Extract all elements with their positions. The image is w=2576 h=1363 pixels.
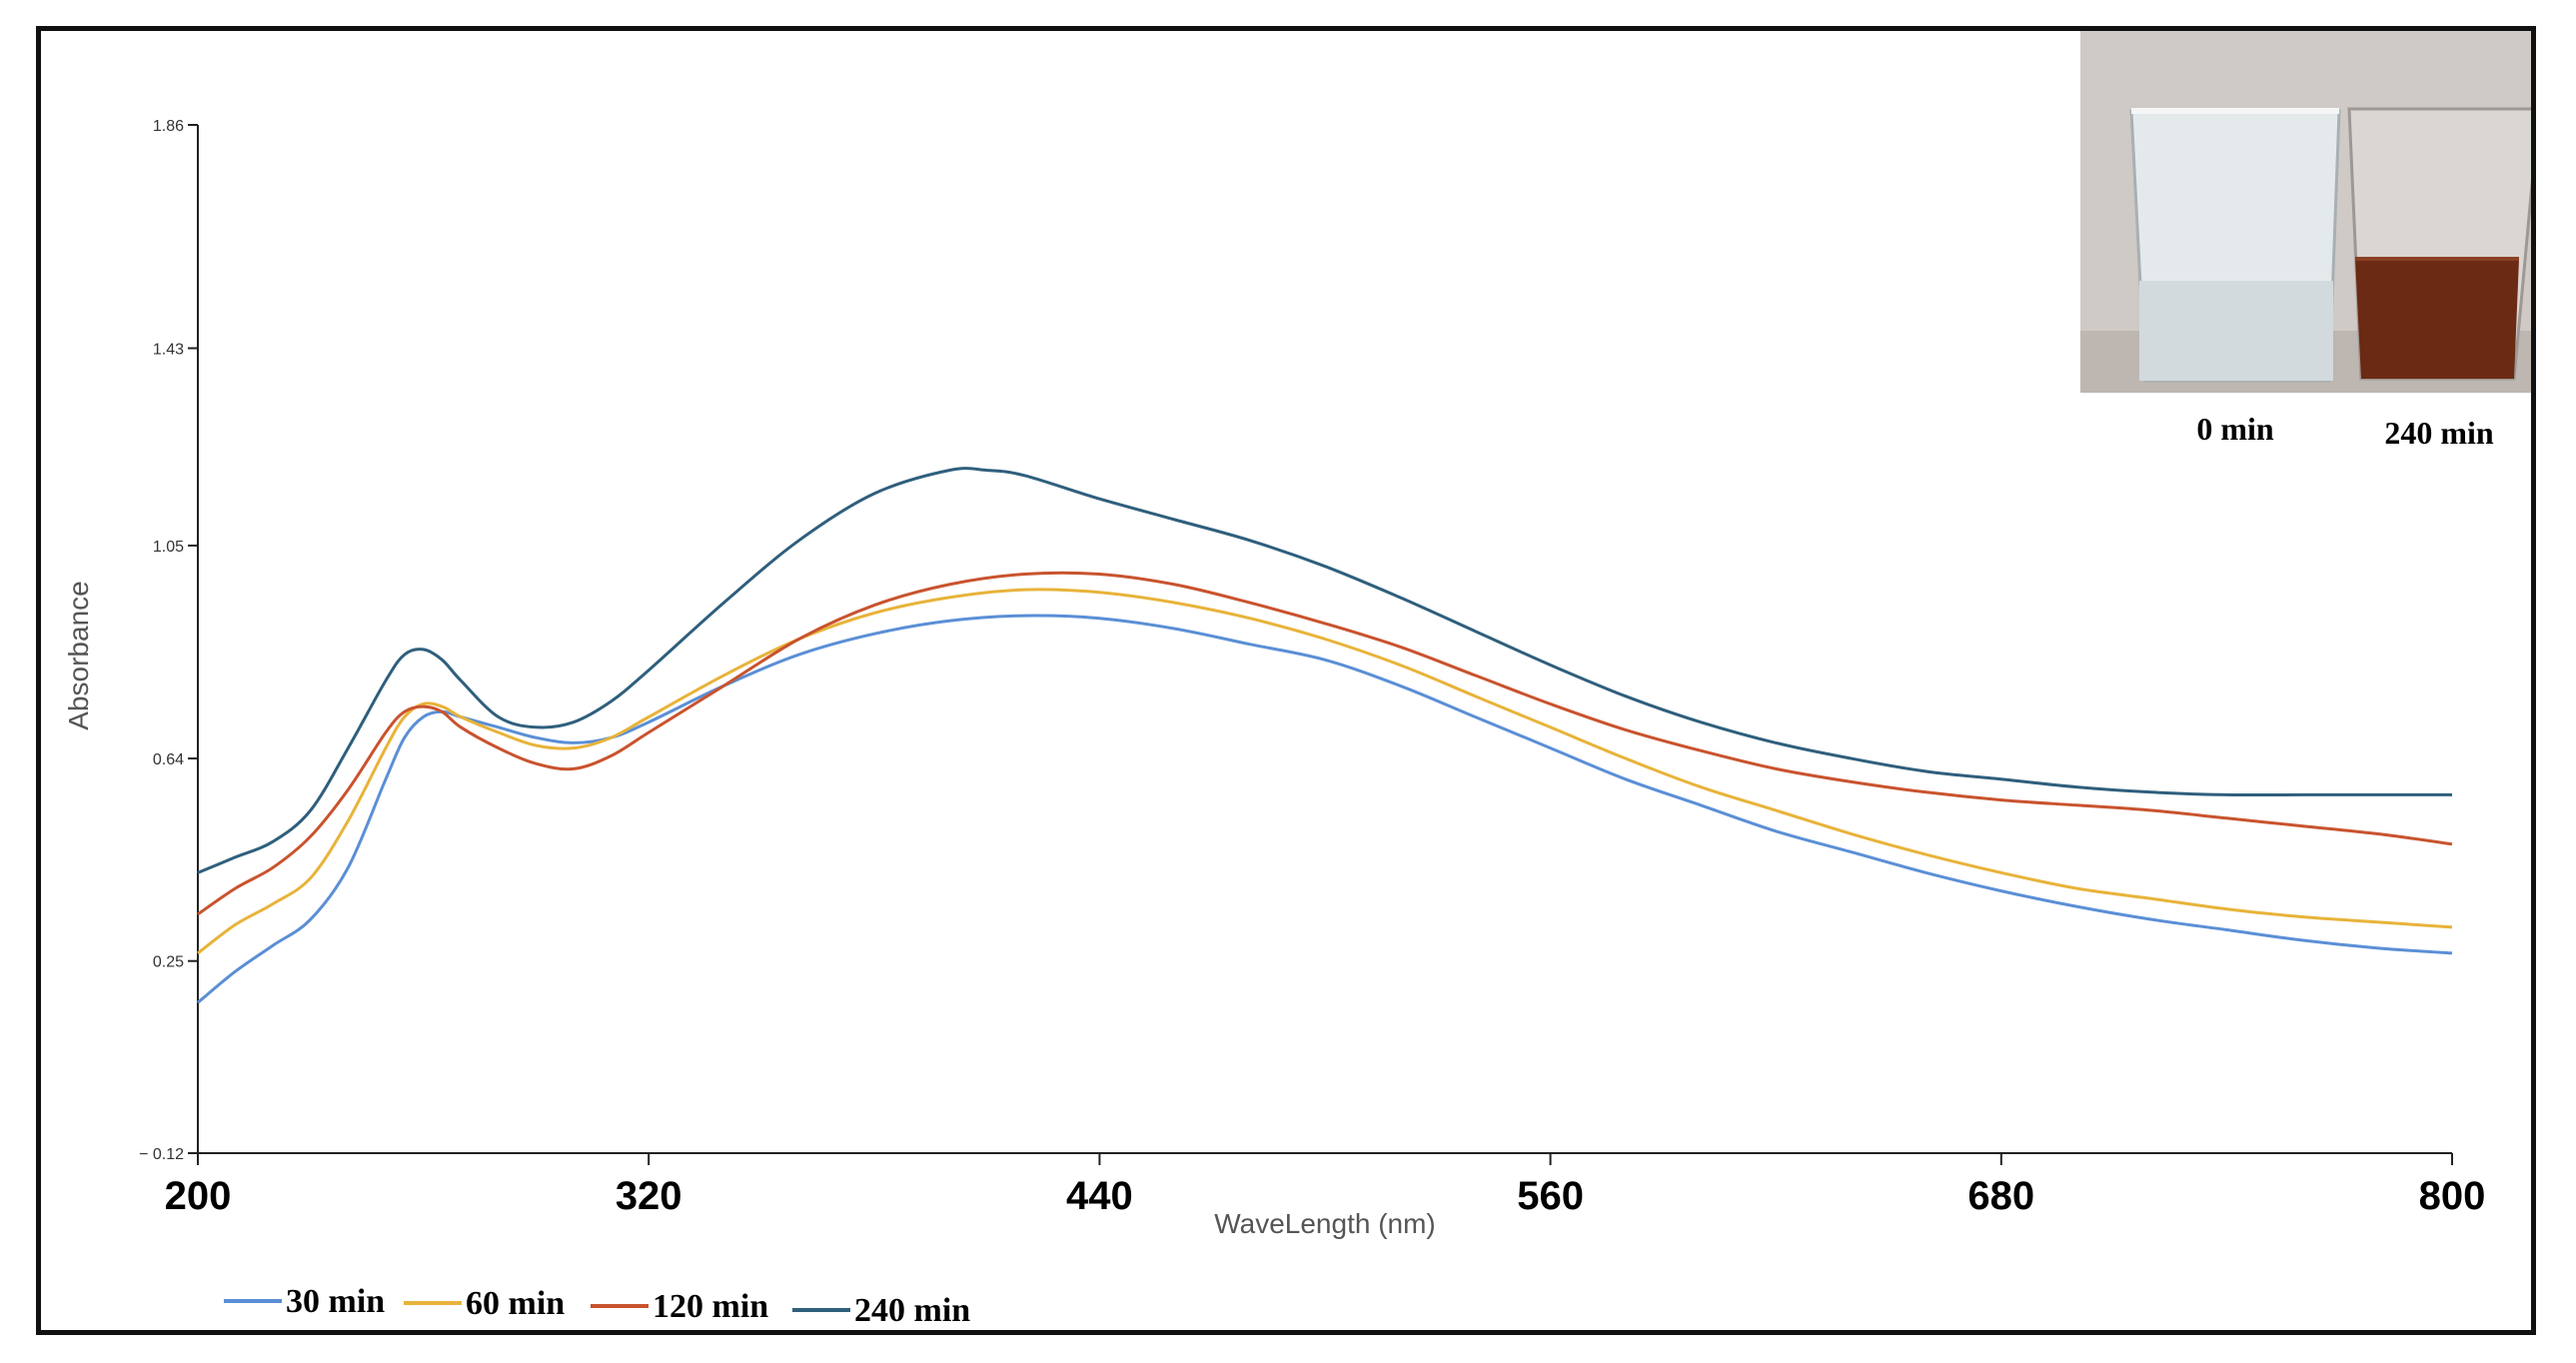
x-tick-label: 320 — [616, 1174, 682, 1218]
inset-label-240min: 240 min — [2384, 415, 2494, 451]
inset-label-0min: 0 min — [2196, 411, 2274, 447]
y-tick-label: 1.05 — [153, 539, 184, 556]
x-axis-title: WaveLength (nm) — [1214, 1208, 1436, 1239]
legend-label: 240 min — [854, 1292, 970, 1329]
x-tick-label: 200 — [165, 1174, 232, 1218]
series-lines — [197, 467, 2453, 1004]
series-line-240-min — [197, 467, 2452, 874]
y-axis-title: Absorbance — [63, 581, 94, 729]
x-ticks: 200 320 440 560 680 800 — [165, 1153, 2486, 1218]
figure-frame: − 0.12 0.25 0.64 1.05 1.43 1.86 200 320 440 560 6… — [36, 26, 2536, 1335]
beaker-0min — [2129, 108, 2341, 383]
inset-photo — [2080, 31, 2531, 393]
beaker-240min — [2347, 107, 2531, 381]
y-tick-label: − 0.12 — [139, 1146, 184, 1163]
axes — [197, 125, 2452, 1154]
y-ticks: − 0.12 0.25 0.64 1.05 1.43 1.86 — [139, 118, 198, 1163]
y-tick-label: 1.43 — [153, 341, 184, 358]
legend-label: 30 min — [286, 1283, 385, 1320]
series-line-60-min — [197, 588, 2453, 955]
x-tick-label: 680 — [1967, 1174, 2034, 1218]
absorbance-chart: − 0.12 0.25 0.64 1.05 1.43 1.86 200 320 440 560 6… — [63, 31, 2531, 1329]
x-tick-label: 440 — [1066, 1174, 1133, 1218]
y-tick-label: 0.64 — [153, 751, 184, 768]
legend: 30 min 60 min 120 min 240 min — [224, 1283, 970, 1329]
y-tick-label: 1.86 — [153, 118, 184, 135]
legend-label: 60 min — [466, 1285, 565, 1322]
series-line-120-min — [197, 571, 2453, 916]
legend-label: 120 min — [652, 1288, 768, 1325]
y-tick-label: 0.25 — [153, 954, 184, 971]
x-tick-label: 800 — [2419, 1174, 2486, 1218]
x-tick-label: 560 — [1517, 1174, 1584, 1218]
series-line-30-min — [197, 614, 2453, 1004]
